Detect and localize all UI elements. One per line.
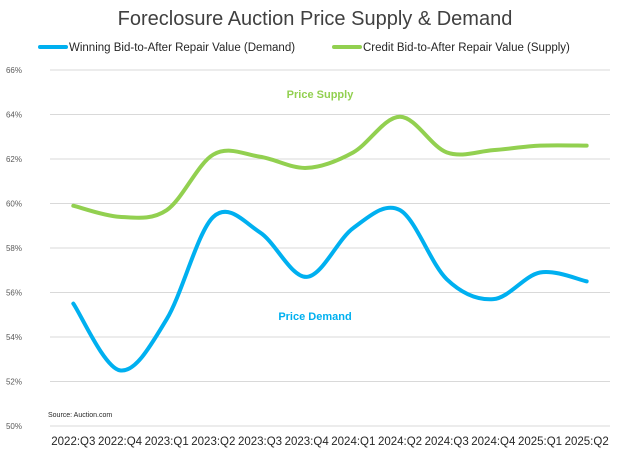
x-tick-label: 2025:Q1 xyxy=(518,436,562,448)
price-supply-annotation: Price Supply xyxy=(287,89,355,101)
y-tick-label: 64% xyxy=(6,111,22,120)
y-axis-ticks: 50% 52% 54% 56% 58% 60% 62% 64% 66% xyxy=(6,66,22,431)
x-tick-label: 2022:Q4 xyxy=(98,436,143,448)
y-tick-label: 66% xyxy=(6,66,22,75)
gridlines xyxy=(50,69,610,427)
y-tick-label: 62% xyxy=(6,155,22,164)
x-axis-ticks: 2022:Q3 2022:Q4 2023:Q1 2023:Q2 2023:Q3 2023:… xyxy=(51,436,608,448)
legend-label-supply: Credit Bid-to-After Repair Value (Supply… xyxy=(363,42,570,54)
x-tick-label: 2024:Q2 xyxy=(378,436,422,448)
x-tick-label: 2023:Q4 xyxy=(285,436,330,448)
y-tick-label: 54% xyxy=(6,333,22,342)
x-tick-label: 2023:Q2 xyxy=(191,436,235,448)
x-tick-label: 2023:Q1 xyxy=(145,436,189,448)
legend-label-demand: Winning Bid-to-After Repair Value (Deman… xyxy=(69,42,295,54)
price-demand-annotation: Price Demand xyxy=(278,311,351,323)
y-tick-label: 60% xyxy=(6,200,22,209)
legend: Winning Bid-to-After Repair Value (Deman… xyxy=(38,42,570,54)
x-tick-label: 2024:Q4 xyxy=(471,436,516,448)
chart-title: Foreclosure Auction Price Supply & Deman… xyxy=(118,8,513,30)
y-tick-label: 56% xyxy=(6,289,22,298)
y-tick-label: 50% xyxy=(6,422,22,431)
x-tick-label: 2024:Q3 xyxy=(425,436,469,448)
x-tick-label: 2023:Q3 xyxy=(238,436,282,448)
x-tick-label: 2022:Q3 xyxy=(51,436,95,448)
series-line-supply xyxy=(71,114,589,220)
series-lines xyxy=(71,114,589,373)
x-tick-label: 2025:Q2 xyxy=(565,436,609,448)
y-tick-label: 58% xyxy=(6,244,22,253)
source-note: Source: Auction.com xyxy=(48,412,112,419)
x-tick-label: 2024:Q1 xyxy=(331,436,375,448)
series-line-demand xyxy=(71,205,589,373)
y-tick-label: 52% xyxy=(6,378,22,387)
